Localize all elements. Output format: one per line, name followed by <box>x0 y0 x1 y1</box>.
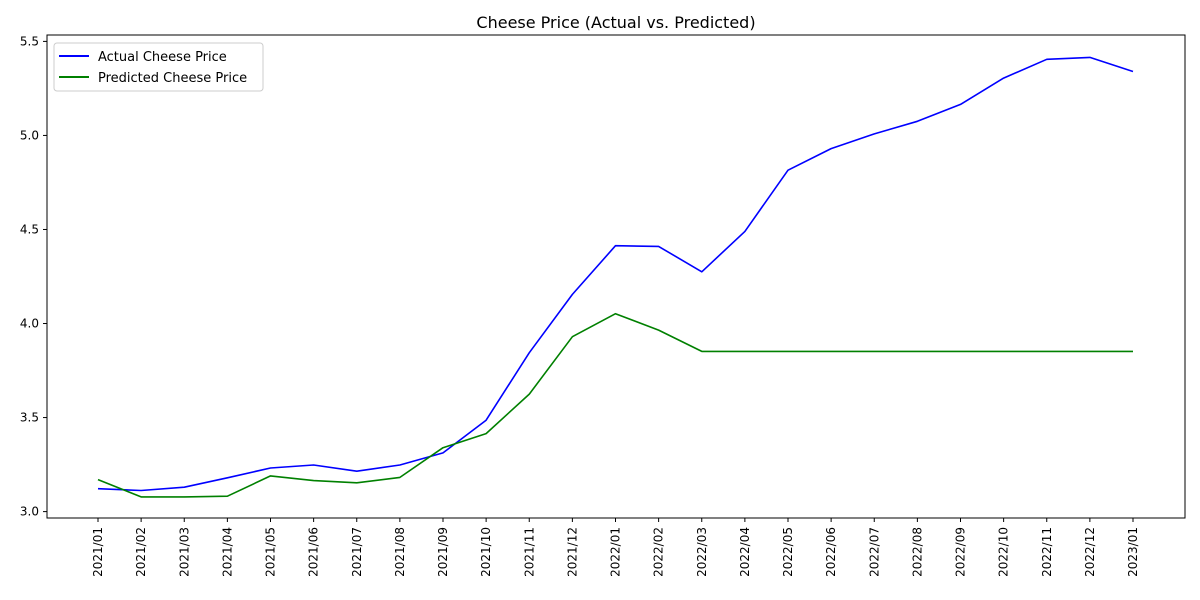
legend-label-predicted: Predicted Cheese Price <box>98 71 247 86</box>
series-line-predicted <box>97 312 1133 498</box>
x-tick-label: 2022/08 <box>910 527 924 577</box>
x-tick-label: 2021/04 <box>220 527 234 577</box>
x-tick-label: 2021/07 <box>350 527 364 577</box>
x-tick-label: 2023/01 <box>1126 527 1140 577</box>
x-tick-label: 2021/05 <box>264 527 278 577</box>
y-tick-label: 5.5 <box>20 34 39 48</box>
y-tick-label: 3.5 <box>20 411 39 425</box>
x-tick-label: 2021/09 <box>436 527 450 577</box>
x-tick-label: 2022/04 <box>738 527 752 577</box>
x-tick-label: 2021/11 <box>522 527 536 577</box>
y-tick-label: 4.5 <box>20 222 39 236</box>
x-tick-label: 2022/03 <box>695 527 709 577</box>
x-tick-label: 2022/02 <box>652 527 666 577</box>
x-tick-label: 2021/01 <box>91 527 105 577</box>
plot-area <box>46 34 1186 519</box>
y-tick-label: 3.0 <box>20 505 39 519</box>
series-lines <box>97 56 1134 498</box>
x-tick-label: 2021/02 <box>134 527 148 577</box>
x-tick-label: 2022/10 <box>997 527 1011 577</box>
x-tick-label: 2021/12 <box>565 527 579 577</box>
x-tick-label: 2022/11 <box>1040 527 1054 577</box>
x-tick-label: 2022/05 <box>781 527 795 577</box>
legend: Actual Cheese Price Predicted Cheese Pri… <box>53 42 264 92</box>
x-tick-label: 2021/08 <box>393 527 407 577</box>
x-tick-label: 2022/09 <box>954 527 968 577</box>
x-tick-label: 2021/03 <box>177 527 191 577</box>
legend-box <box>53 42 264 92</box>
y-tick-label: 5.0 <box>20 128 39 142</box>
x-tick-label: 2022/12 <box>1083 527 1097 577</box>
x-tick-label: 2022/07 <box>867 527 881 577</box>
x-tick-label: 2022/06 <box>824 527 838 577</box>
legend-label-actual: Actual Cheese Price <box>98 50 227 65</box>
x-axis: 2021/01 2021/02 2021/03 2021/04 2021/05 2021/… <box>91 518 1140 577</box>
y-tick-label: 4.0 <box>20 317 39 331</box>
series-line-actual <box>97 56 1134 492</box>
chart-title: Cheese Price (Actual vs. Predicted) <box>476 13 755 32</box>
x-tick-label: 2021/10 <box>479 527 493 577</box>
x-tick-label: 2022/01 <box>609 527 623 577</box>
y-axis: 3.0 3.5 4.0 4.5 5.0 5.5 <box>20 34 47 519</box>
x-tick-label: 2021/06 <box>307 527 321 577</box>
